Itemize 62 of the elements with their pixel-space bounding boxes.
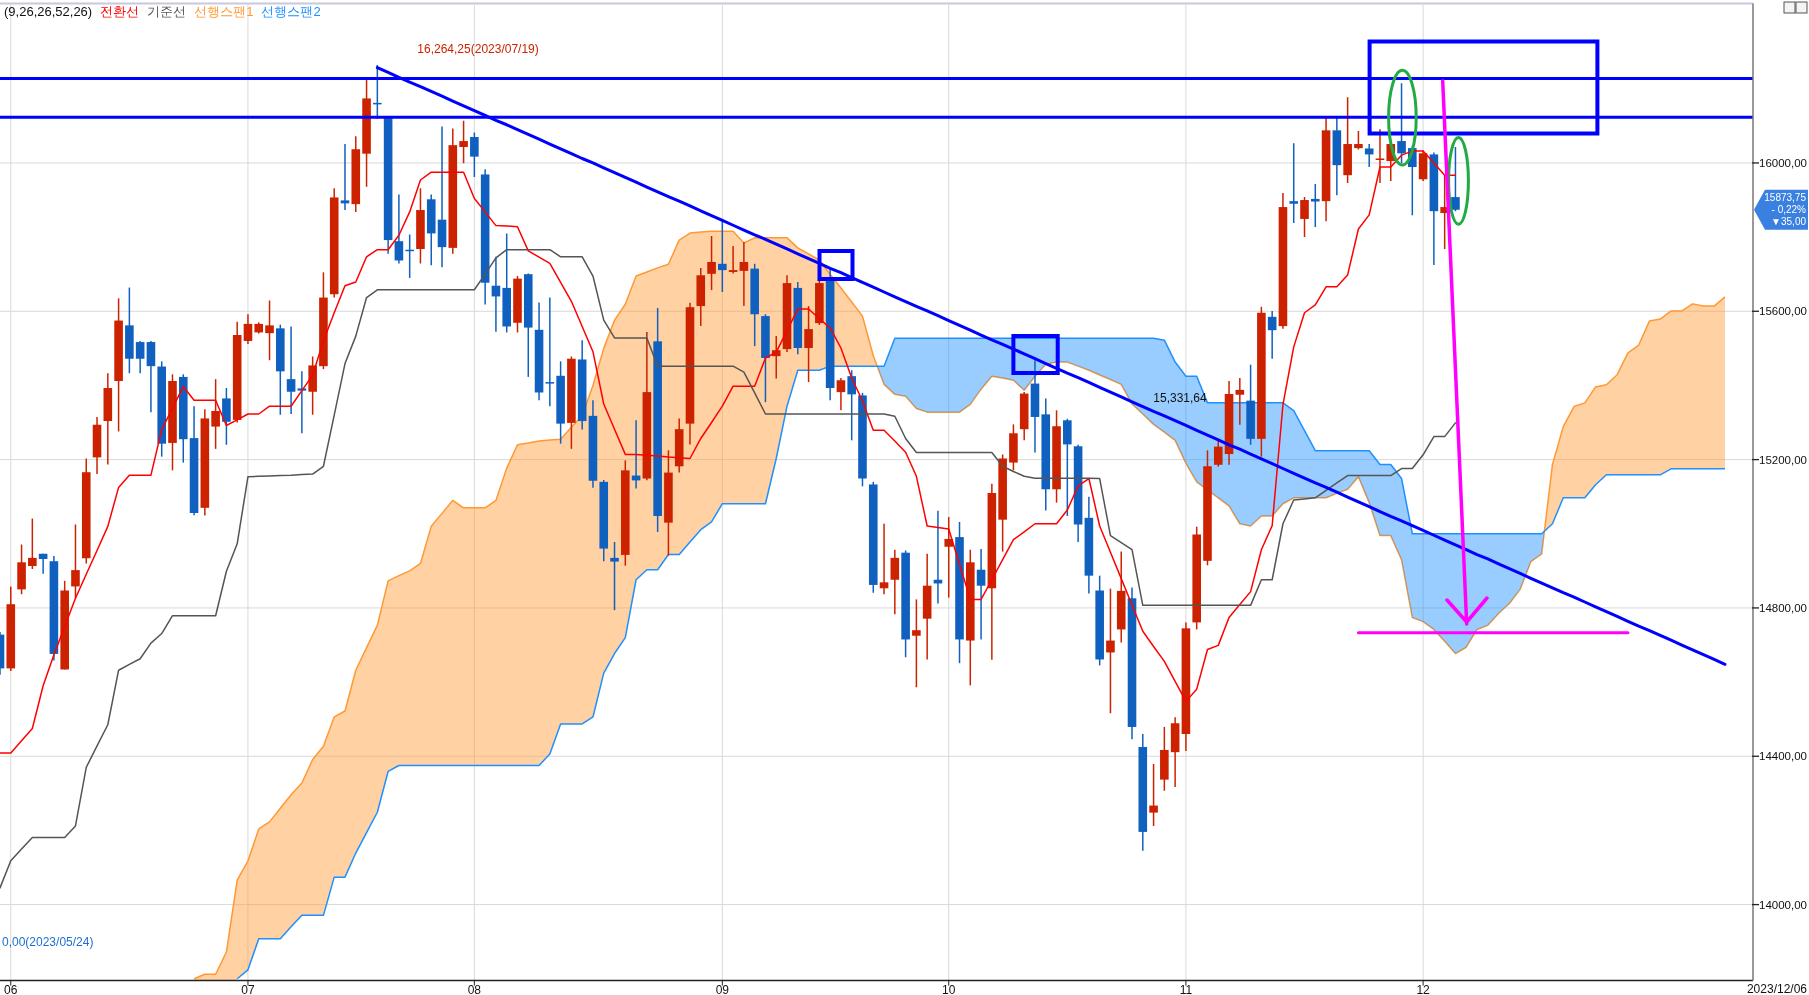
y-tick-label: 16000,00 [1759,156,1807,169]
x-tick-label: 07 [241,982,255,995]
text: - 0,22% [1771,204,1807,216]
candlestick [1267,310,1277,360]
candlestick [1106,587,1115,714]
line-series [0,248,1457,889]
candlestick [211,378,220,450]
text: 2023/12/06 [1746,982,1808,995]
candlestick [470,131,479,178]
y-tick-label: 14400,00 [1759,750,1807,763]
candlestick [28,517,37,570]
text: 선행스팬2 [261,4,321,19]
y-tick-label: 14000,00 [1759,898,1807,911]
candlestick [340,143,350,211]
candlestick [265,299,274,361]
candlestick [728,245,738,275]
x-tick-label: 10 [942,982,956,995]
candlestick [286,325,296,415]
text: 15873,75 [1764,192,1807,204]
candlestick [1310,183,1320,228]
annotation: 16,264,25(2023/07/19) [417,41,539,56]
candlestick [1235,377,1245,426]
candlestick [222,387,231,446]
annotation: 15,331,64 [1153,391,1208,405]
x-tick-label: 09 [715,982,730,995]
candlestick [912,598,921,689]
candlestick [545,296,555,407]
annotation: 0,00(2023/05/24) [2,935,94,949]
candlestick [243,313,253,345]
text: 선행스팬1 [194,4,254,19]
candlestick [879,523,889,595]
candlestick [707,235,716,291]
candlestick [459,119,468,165]
candlestick [1354,130,1363,151]
legend-title: (9,26,26,52,26) [4,4,93,19]
candlestick [1397,82,1406,165]
y-tick-label: 14800,00 [1759,601,1807,614]
candlestick [1451,146,1460,212]
candlestick [610,541,619,611]
text: ▼35,00 [1771,216,1807,228]
candlestick [135,340,145,374]
candlestick [1364,143,1374,168]
candlestick [976,548,986,641]
candlestick [297,370,307,435]
text: 전환선 [100,4,140,19]
candlestick [944,516,954,599]
candlestick [739,241,749,307]
x-tick-label: 11 [1179,982,1193,995]
candlestick [836,377,846,412]
candlestick [394,193,404,265]
y-tick-label: 15600,00 [1759,305,1807,318]
candlestick [1289,142,1299,224]
x-tick-label: 08 [467,982,482,995]
text: 기준선 [147,4,187,19]
candlestick [804,305,813,383]
candlestick [890,548,900,615]
y-tick-label: 15200,00 [1759,453,1807,466]
candlestick [847,369,856,442]
candlestick [1300,196,1309,238]
x-tick-label: 06 [4,982,18,995]
x-tick-label: 12 [1416,982,1431,995]
candlestick [1149,763,1158,827]
